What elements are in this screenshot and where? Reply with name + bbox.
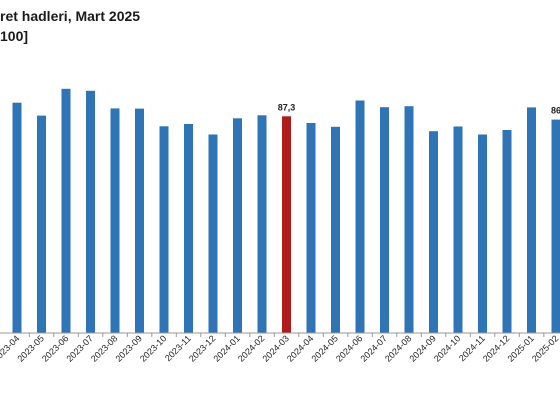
x-tick-label: 2025-02 — [530, 333, 560, 363]
bar-2024-10 — [453, 126, 463, 333]
bar-2024-11 — [478, 134, 487, 333]
chart-title: ret hadleri, Mart 2025 — [0, 8, 141, 24]
chart-subtitle: 100] — [0, 28, 29, 44]
bar-2024-02 — [257, 115, 267, 333]
bar-2023-06 — [61, 88, 71, 333]
bar-2024-12 — [502, 130, 512, 333]
x-tick-label: 2023-10 — [138, 333, 168, 363]
bar-2024-08 — [404, 106, 414, 333]
bar-2023-11 — [184, 124, 193, 333]
bar-2023-09 — [135, 108, 144, 333]
bar-2024-04 — [306, 123, 316, 333]
bar-2024-07 — [380, 107, 389, 333]
data-label: 86 — [551, 106, 560, 116]
x-axis-ticks: 2023-042023-052023-062023-072023-082023-… — [0, 333, 560, 364]
x-tick-label: 2024-10 — [432, 333, 462, 363]
bar-2024-06 — [355, 100, 365, 333]
bar-2024-05 — [331, 126, 340, 333]
bar-2024-09 — [429, 131, 438, 333]
bar-2023-12 — [208, 134, 218, 333]
bar-2025-01 — [527, 107, 536, 334]
bar-series — [12, 88, 560, 334]
bar-2023-05 — [37, 115, 46, 333]
bar-2023-07 — [86, 90, 95, 333]
data-label: 87,3 — [278, 102, 296, 112]
bar-2024-01 — [233, 118, 242, 333]
bar-2023-08 — [110, 108, 120, 334]
bar-2023-10 — [159, 126, 169, 333]
data-labels: 87,3 86 — [278, 102, 560, 115]
bar-2025-02 — [551, 119, 560, 333]
bar-2024-03 — [282, 116, 291, 333]
bar-2023-04 — [12, 102, 22, 333]
